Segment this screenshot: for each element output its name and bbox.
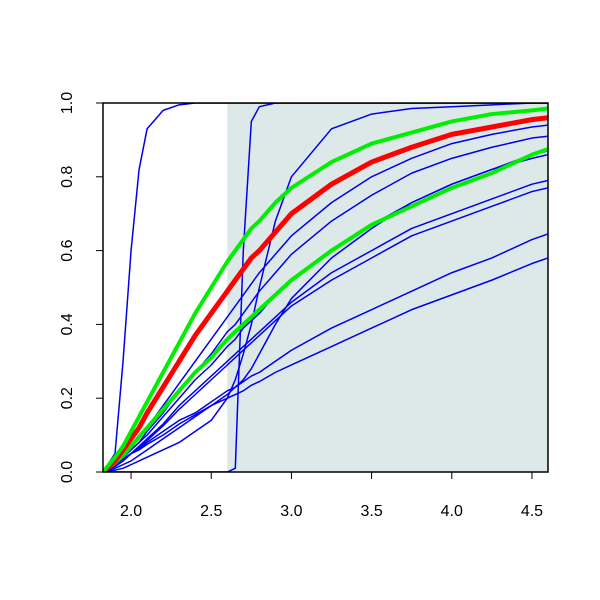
series-line <box>103 103 548 472</box>
series-line <box>103 257 548 472</box>
y-tick-label: 0.6 <box>59 239 76 261</box>
x-tick-label: 2.5 <box>200 503 222 520</box>
plot-frame <box>102 102 549 473</box>
series-line <box>103 147 548 472</box>
x-tick-label: 4.0 <box>441 503 463 520</box>
y-tick-label: 0.4 <box>59 313 76 335</box>
series-line <box>103 179 548 472</box>
x-tick-label: 3.0 <box>280 503 302 520</box>
series-line <box>103 103 548 472</box>
y-tick-label: 0.2 <box>59 387 76 409</box>
y-tick-label: 1.0 <box>59 92 76 114</box>
series-line <box>103 187 548 472</box>
y-tick-label: 0.0 <box>59 461 76 483</box>
x-tick-label: 3.5 <box>360 503 382 520</box>
series-line <box>103 153 548 472</box>
series-line <box>103 106 548 472</box>
series-line <box>103 103 548 472</box>
x-tick-label: 2.0 <box>120 503 142 520</box>
x-tick-label: 4.5 <box>521 503 543 520</box>
y-tick-label: 0.8 <box>59 166 76 188</box>
series-line <box>103 115 548 472</box>
